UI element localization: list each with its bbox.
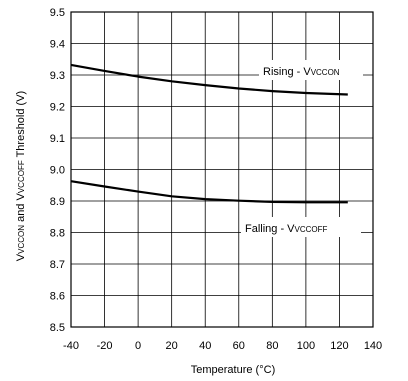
plot-frame (70, 11, 374, 328)
x-tick-label: -20 (97, 340, 113, 352)
falling-vccoff-line (70, 180, 348, 204)
rising-label-background (259, 60, 363, 80)
x-tick-label: -40 (63, 340, 79, 352)
y-tick-label: 9.2 (50, 102, 65, 114)
y-tick-label: 8.9 (50, 196, 65, 208)
y-tick-label: 9.5 (50, 7, 65, 19)
rising-label-main: Rising - V (263, 66, 311, 78)
y-axis-label-sub2: VCCOFF (17, 160, 26, 193)
falling-label-background (241, 217, 361, 237)
x-tick-label: 100 (297, 340, 315, 352)
x-tick-label: 60 (233, 340, 245, 352)
falling-label-sub: VCCOFF (295, 225, 328, 234)
x-tick-label: 80 (266, 340, 278, 352)
y-tick-label: 9.3 (50, 70, 65, 82)
y-tick-label: 8.7 (50, 259, 65, 271)
series-layer (70, 63, 348, 204)
rising-label-sub: VCCON (311, 68, 340, 77)
y-axis-label-middle: and V (15, 193, 27, 225)
falling-label-main: Falling - V (245, 223, 295, 235)
y-axis-label: VVCCON and VVCCOFF Threshold (V) (15, 91, 27, 261)
y-tick-label: 8.8 (50, 228, 65, 240)
rising-vccon-line (70, 63, 348, 96)
y-tick-label: 9.1 (50, 133, 65, 145)
x-tick-label: 140 (364, 340, 382, 352)
x-tick-labels: -40 -20 0 20 40 60 80 100 120 140 (63, 340, 382, 352)
x-tick-label: 40 (199, 340, 211, 352)
y-tick-label: 9.0 (50, 165, 65, 177)
x-tick-label: 0 (135, 340, 141, 352)
rising-series-label: Rising - VVCCON (263, 66, 340, 78)
y-axis-label-prefix: V (15, 253, 27, 261)
y-tick-label: 8.6 (50, 291, 65, 303)
y-tick-label: 9.4 (50, 39, 65, 51)
y-axis-label-sub1: VCCON (17, 225, 26, 254)
grid-lines (70, 11, 374, 328)
x-axis-label: Temperature (°C) (191, 364, 275, 376)
x-tick-label: 120 (330, 340, 348, 352)
x-tick-label: 20 (166, 340, 178, 352)
falling-series-label: Falling - VVCCOFF (245, 223, 328, 235)
y-tick-labels: 8.5 8.6 8.7 8.8 8.9 9.0 9.1 9.2 9.3 9.4 9.5 (50, 7, 65, 334)
y-tick-label: 8.5 (50, 322, 65, 334)
y-axis-label-suffix: Threshold (V) (15, 91, 27, 161)
